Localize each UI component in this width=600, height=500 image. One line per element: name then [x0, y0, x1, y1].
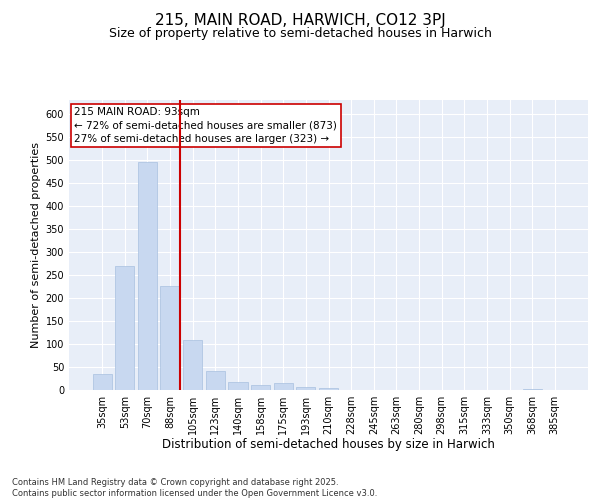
Bar	[160, 286, 180, 390]
Text: Contains HM Land Registry data © Crown copyright and database right 2025.
Contai: Contains HM Land Registry data © Crown c…	[12, 478, 377, 498]
X-axis label: Distribution of semi-detached houses by size in Harwich: Distribution of semi-detached houses by …	[162, 438, 495, 452]
Bar	[523, 389, 542, 390]
Bar	[229, 382, 248, 390]
Bar	[274, 382, 293, 390]
Y-axis label: Number of semi-detached properties: Number of semi-detached properties	[31, 142, 41, 348]
Text: Size of property relative to semi-detached houses in Harwich: Size of property relative to semi-detach…	[109, 28, 491, 40]
Bar	[319, 388, 338, 390]
Bar	[138, 162, 157, 390]
Bar	[206, 371, 225, 390]
Bar	[183, 340, 202, 390]
Bar	[251, 386, 270, 390]
Text: 215, MAIN ROAD, HARWICH, CO12 3PJ: 215, MAIN ROAD, HARWICH, CO12 3PJ	[155, 12, 445, 28]
Bar	[92, 374, 112, 390]
Text: 215 MAIN ROAD: 93sqm
← 72% of semi-detached houses are smaller (873)
27% of semi: 215 MAIN ROAD: 93sqm ← 72% of semi-detac…	[74, 108, 337, 144]
Bar	[296, 387, 316, 390]
Bar	[115, 266, 134, 390]
